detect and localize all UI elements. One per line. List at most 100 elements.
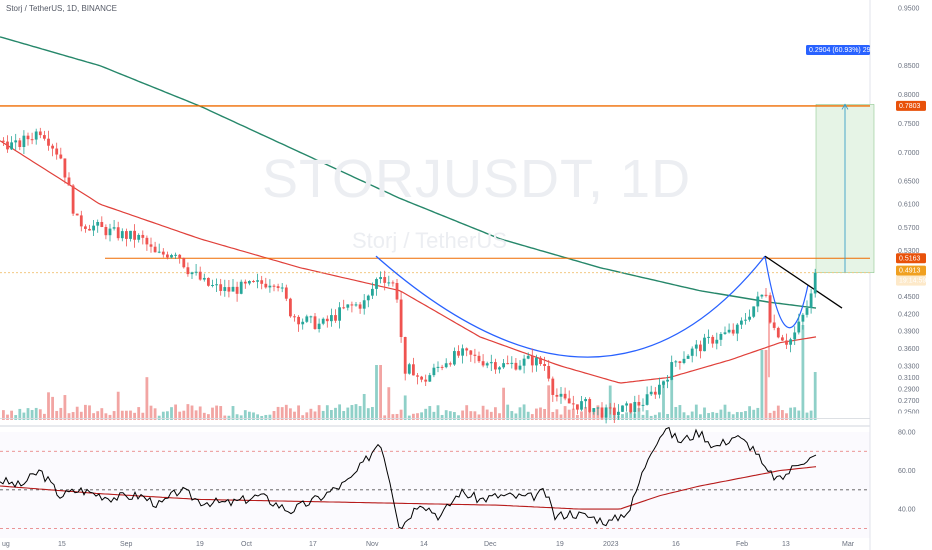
candle-body xyxy=(596,407,600,409)
volume-bar xyxy=(235,414,239,420)
volume-bar xyxy=(711,412,715,420)
volume-bar xyxy=(350,405,354,420)
candle-body xyxy=(186,267,190,275)
candle-body xyxy=(313,316,317,329)
volume-bar xyxy=(555,409,559,420)
candle-body xyxy=(772,322,776,328)
volume-bar xyxy=(30,410,34,420)
candle-body xyxy=(272,285,276,287)
candle-body xyxy=(789,339,792,345)
candle-body xyxy=(465,348,469,351)
candle-body xyxy=(793,332,797,340)
volume-bar xyxy=(621,414,624,420)
candle-body xyxy=(30,139,34,141)
volume-bar xyxy=(694,404,698,420)
volume-bar xyxy=(38,409,42,420)
volume-bar xyxy=(375,365,378,420)
volume-bar xyxy=(219,406,223,420)
volume-bar xyxy=(727,411,731,420)
candle-body xyxy=(703,337,706,352)
candle-body xyxy=(256,280,259,282)
high-value: 0.7829 xyxy=(899,47,921,54)
candle-body xyxy=(809,293,813,309)
volume-bar xyxy=(678,405,682,420)
candle-body xyxy=(289,298,292,317)
volume-bar xyxy=(75,406,79,420)
volume-bar xyxy=(744,411,747,420)
candle-body xyxy=(629,403,633,413)
volume-bar xyxy=(170,407,173,420)
candle-body xyxy=(711,336,715,344)
chart-grid xyxy=(0,0,871,550)
candle-body xyxy=(243,281,247,284)
candle-body xyxy=(539,357,542,365)
volume-bar xyxy=(707,413,710,420)
candle-body xyxy=(22,135,26,148)
time-tick-label: ug xyxy=(2,541,10,548)
candle-body xyxy=(489,362,493,364)
volume-bar xyxy=(481,405,485,420)
time-tick-label: Dec xyxy=(484,541,497,548)
volume-bar xyxy=(637,408,641,420)
cup-arc xyxy=(375,255,766,358)
price-tick-label: 0.2500 xyxy=(898,409,920,416)
candle-body xyxy=(416,375,419,377)
volume-bar xyxy=(272,411,276,420)
candle-body xyxy=(149,244,153,247)
candle-body xyxy=(453,351,456,365)
candle-body xyxy=(457,351,460,356)
volume-bar xyxy=(740,412,743,420)
volume-bar xyxy=(252,412,255,420)
high-value-bg xyxy=(896,45,926,55)
volume-bar xyxy=(395,413,399,420)
candle-body xyxy=(748,316,751,320)
watermark-symbol: STORJUSDT, 1D xyxy=(262,149,692,209)
candle-body xyxy=(481,361,485,366)
candle-body xyxy=(280,287,284,289)
price-tick-label: 0.7000 xyxy=(898,150,920,157)
volume-bar xyxy=(776,405,780,420)
volume-bar xyxy=(424,408,428,420)
price-tick-label: 0.5700 xyxy=(898,225,920,232)
volume-bar xyxy=(641,414,645,420)
candle-body xyxy=(403,337,407,374)
candle-body xyxy=(510,362,514,364)
price-tick-label: 0.4500 xyxy=(898,294,920,301)
candle-body xyxy=(678,361,682,363)
volume-bar xyxy=(625,412,628,420)
candle-body xyxy=(18,140,22,148)
volume-bar xyxy=(55,410,59,420)
candle-body xyxy=(120,231,124,239)
candle-body xyxy=(448,363,452,365)
time-tick-label: 2023 xyxy=(603,541,619,548)
candle-body xyxy=(334,315,337,321)
low-value: 0.2385 xyxy=(899,416,921,423)
candle-body xyxy=(412,364,415,376)
candle-body xyxy=(666,379,669,382)
volume-bar xyxy=(653,414,657,420)
candle-body xyxy=(125,231,128,239)
volume-bar xyxy=(268,414,272,420)
volume-bar xyxy=(723,404,727,420)
volume-bar xyxy=(760,350,764,420)
candle-body xyxy=(670,362,674,380)
volume-bar xyxy=(403,395,407,420)
candle-body xyxy=(502,363,505,368)
volume-bar xyxy=(805,412,809,420)
last-price-tag: 0.4913 xyxy=(899,268,921,275)
cup-pattern xyxy=(375,103,849,358)
volume-bar xyxy=(63,395,67,420)
candle-body xyxy=(92,225,95,231)
candle-body xyxy=(690,348,694,356)
volume-bar xyxy=(781,410,784,420)
volume-bar xyxy=(194,410,198,420)
candle-body xyxy=(444,363,448,368)
volume-bar xyxy=(145,377,149,420)
candle-body xyxy=(194,271,198,273)
volume-bar xyxy=(51,396,54,420)
candle-body xyxy=(535,357,538,366)
candle-body xyxy=(752,306,756,317)
horizontal-levels xyxy=(0,105,870,419)
candle-body xyxy=(153,246,157,253)
